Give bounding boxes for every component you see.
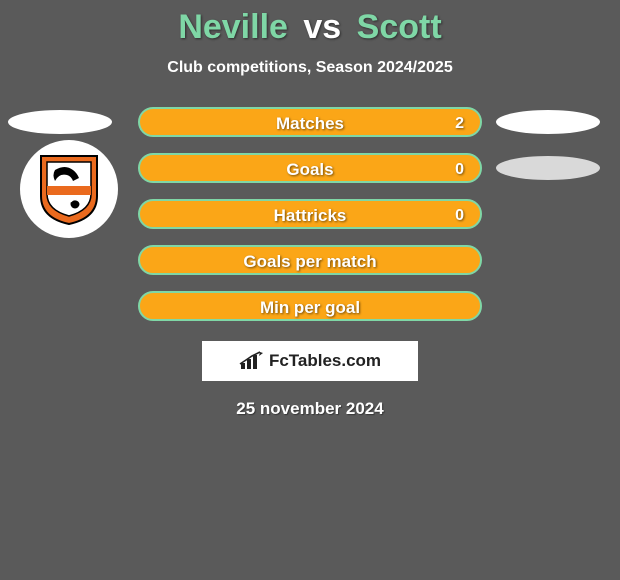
stat-bar: Goals0: [138, 153, 482, 183]
stat-bar: Hattricks0: [138, 199, 482, 229]
stat-label: Goals per match: [140, 247, 480, 277]
stat-row: Goals0: [0, 145, 620, 191]
stats-container: Matches2Goals0Hattricks0Goals per matchM…: [0, 99, 620, 329]
title-player-a: Neville: [178, 8, 288, 46]
stat-oval-right: [496, 156, 600, 180]
stat-label: Hattricks: [140, 201, 480, 231]
date-text: 25 november 2024: [0, 399, 620, 419]
stat-row: Matches2: [0, 99, 620, 145]
subtitle: Club competitions, Season 2024/2025: [0, 59, 620, 77]
stat-bar: Min per goal: [138, 291, 482, 321]
site-logo: FcTables.com: [202, 341, 418, 381]
stat-bar: Goals per match: [138, 245, 482, 275]
stat-oval-left: [8, 110, 112, 134]
stat-row: Goals per match: [0, 237, 620, 283]
page-title: Neville vs Scott: [0, 0, 620, 49]
stat-row: Hattricks0: [0, 191, 620, 237]
stat-bar: Matches2: [138, 107, 482, 137]
stat-row: Min per goal: [0, 283, 620, 329]
chart-icon: [239, 351, 265, 371]
stat-oval-right: [496, 110, 600, 134]
site-logo-text: FcTables.com: [269, 351, 381, 371]
stat-label: Goals: [140, 155, 480, 185]
stat-value-right: 0: [455, 155, 464, 185]
stat-label: Min per goal: [140, 293, 480, 323]
stat-value-right: 0: [455, 201, 464, 231]
stat-label: Matches: [140, 109, 480, 139]
stat-value-right: 2: [455, 109, 464, 139]
title-vs: vs: [303, 8, 341, 46]
title-player-b: Scott: [357, 8, 442, 46]
